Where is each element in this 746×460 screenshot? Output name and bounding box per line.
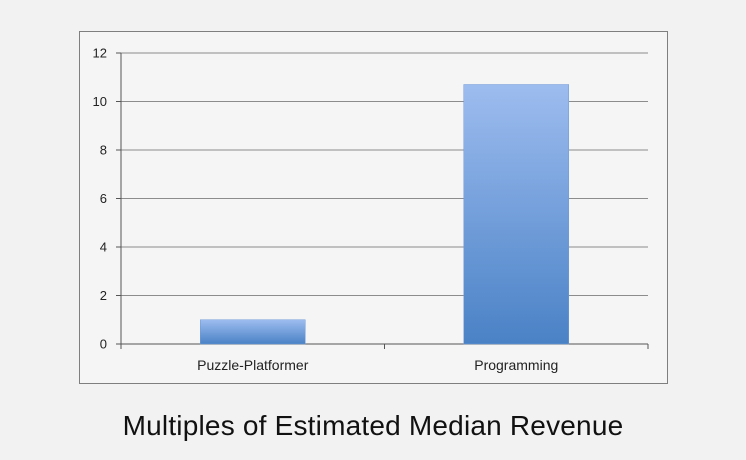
y-tick-label: 6 xyxy=(100,191,107,206)
x-category-label: Puzzle-Platformer xyxy=(197,357,309,373)
y-tick-label: 12 xyxy=(93,46,107,61)
bar-programming xyxy=(463,84,569,345)
y-tick-label: 10 xyxy=(93,94,107,109)
y-tick-label: 0 xyxy=(100,337,107,352)
chart-title: Multiples of Estimated Median Revenue xyxy=(122,410,624,441)
chart-plot-frame xyxy=(79,31,668,384)
y-tick-label: 8 xyxy=(100,143,107,158)
x-category-label: Programming xyxy=(474,357,558,373)
y-tick-label: 4 xyxy=(100,240,107,255)
bar-puzzle-platformer xyxy=(200,319,306,345)
y-tick-label: 2 xyxy=(100,288,107,303)
